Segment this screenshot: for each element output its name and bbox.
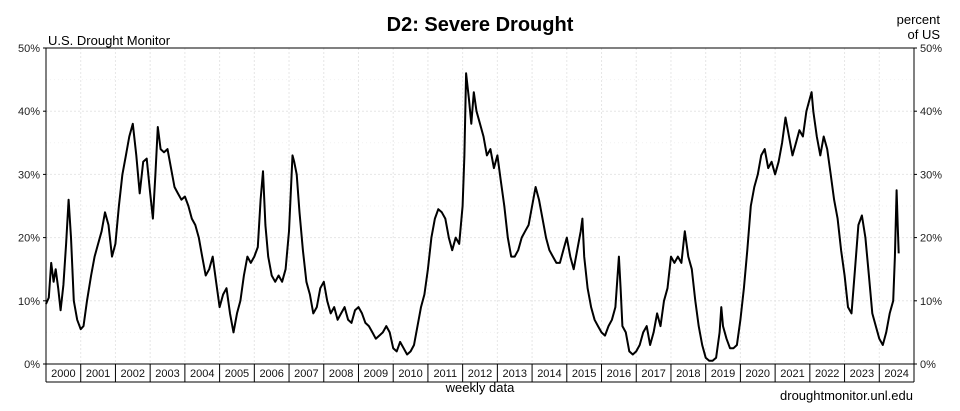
y-tick-label-left: 20% [18, 233, 40, 245]
y-tick-label-left: 0% [24, 359, 40, 371]
y-axis-left: 0% 10% 20% 30% 40% 50% [18, 43, 46, 371]
x-tick-label-year: 2008 [329, 368, 353, 380]
x-tick-label-year: 2007 [294, 368, 318, 380]
source-label: U.S. Drought Monitor [48, 33, 171, 48]
y-tick-label-left: 50% [18, 43, 40, 55]
x-tick-label-year: 2001 [86, 368, 110, 380]
x-tick-label-year: 2015 [572, 368, 596, 380]
credit-label: droughtmonitor.unl.edu [780, 388, 913, 403]
x-tick-label-year: 2006 [259, 368, 283, 380]
y-tick-label-left: 30% [18, 169, 40, 181]
x-axis-label: weekly data [445, 380, 515, 395]
x-tick-label-year: 2021 [780, 368, 804, 380]
x-tick-label-year: 2004 [190, 368, 214, 380]
x-tick-label-year: 2000 [51, 368, 75, 380]
right-axis-label-line2: of US [907, 27, 940, 42]
series-line-d2 [45, 72, 900, 362]
x-tick-label-year: 2020 [746, 368, 770, 380]
y-tick-label-left: 10% [18, 296, 40, 308]
x-tick-label-year: 2010 [398, 368, 422, 380]
right-axis-label-line1: percent [897, 12, 941, 27]
x-tick-label-year: 2009 [364, 368, 388, 380]
x-tick-label-year: 2024 [884, 368, 908, 380]
chart-title: D2: Severe Drought [387, 14, 574, 36]
x-tick-label-year: 2012 [468, 368, 492, 380]
x-tick-label-year: 2002 [121, 368, 145, 380]
x-tick-label-year: 2013 [502, 368, 526, 380]
y-tick-label-right: 0% [920, 359, 936, 371]
x-tick-label-year: 2003 [155, 368, 179, 380]
y-tick-label-left: 40% [18, 106, 40, 118]
x-tick-label-year: 2019 [711, 368, 735, 380]
x-tick-label-year: 2017 [641, 368, 665, 380]
x-tick-label-year: 2011 [433, 368, 457, 380]
x-tick-label-year: 2005 [225, 368, 249, 380]
y-tick-label-right: 10% [920, 296, 942, 308]
y-tick-label-right: 30% [920, 169, 942, 181]
x-tick-label-year: 2018 [676, 368, 700, 380]
x-axis: 2000 2001 2002 2003 2004 2005 2006 2007 2008 2009… [45, 364, 915, 383]
y-tick-label-right: 40% [920, 106, 942, 118]
grid-lines [46, 47, 914, 365]
y-tick-label-right: 20% [920, 233, 942, 245]
x-tick-label-year: 2014 [537, 368, 561, 380]
x-tick-label-year: 2022 [815, 368, 839, 380]
plot-area-frame [45, 47, 915, 365]
x-tick-label-year: 2023 [850, 368, 874, 380]
y-tick-label-right: 50% [920, 43, 942, 55]
y-axis-right: 0% 10% 20% 30% 40% 50% [914, 43, 942, 371]
x-tick-label-year: 2016 [607, 368, 631, 380]
